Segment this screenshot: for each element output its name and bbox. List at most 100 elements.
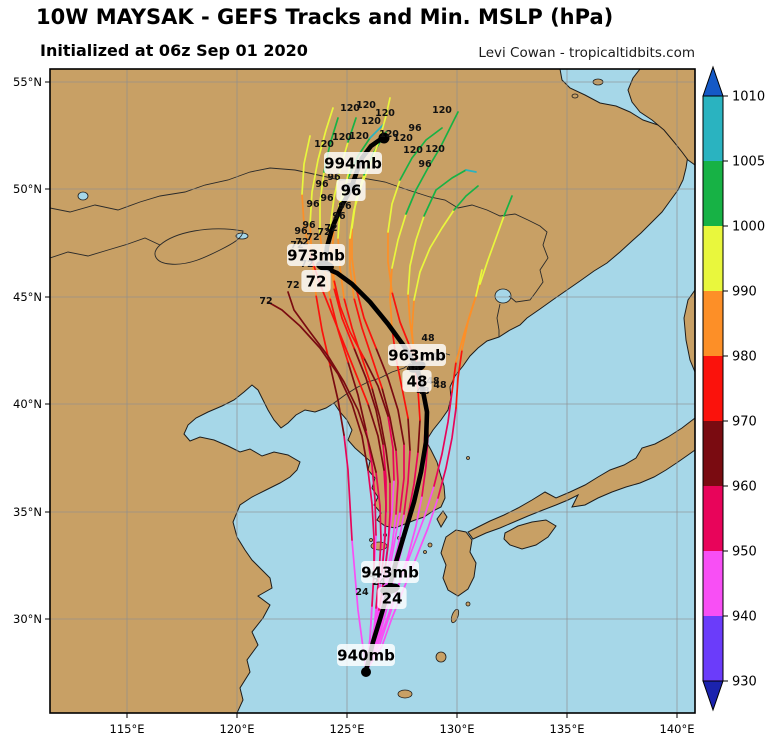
forecast-hour-label: 72: [295, 237, 308, 248]
forecast-hour-label: 24: [355, 587, 369, 598]
graticule-layer: [50, 69, 695, 713]
lake: [77, 191, 89, 201]
label-box: [301, 270, 331, 292]
colorbar-tick-label: 970: [732, 415, 757, 430]
ensemble-member-track: [423, 169, 467, 217]
ensemble-member-track: [381, 469, 387, 573]
forecast-hour-label: 120: [349, 131, 369, 142]
forecast-hour-label: 96: [408, 123, 422, 134]
ensemble-member-track: [453, 185, 479, 211]
ensemble-member-track: [351, 227, 357, 289]
ensemble-member-track: [465, 169, 477, 173]
ensemble-member-track: [407, 451, 419, 517]
ensemble-member-track: [355, 287, 377, 349]
ensemble-member-track: [287, 291, 377, 473]
forecast-hour-label: 48: [433, 380, 447, 391]
colorbar-segment: [703, 616, 723, 681]
forecast-hour-label: 72: [317, 227, 330, 238]
lake: [235, 232, 249, 240]
mslp-label: 24: [382, 589, 403, 607]
colorbar-tick-label: 1000: [732, 220, 765, 235]
ensemble-member-track: [451, 361, 457, 393]
island: [465, 601, 471, 607]
island: [466, 456, 470, 460]
x-tick-label: 135°E: [550, 722, 585, 736]
land-layer: [50, 69, 695, 713]
forecast-hour-label: 120: [332, 132, 352, 143]
forecast-hour-label: 72: [306, 232, 319, 243]
landmass-coastline: [627, 69, 695, 166]
forecast-hour-label: 120: [425, 144, 445, 155]
ensemble-member-track: [375, 347, 405, 445]
ensemble-member-track: [437, 407, 457, 499]
ensemble-member-track: [475, 269, 483, 297]
forecast-hour-label: 120: [403, 145, 423, 156]
ensemble-member-track: [407, 417, 411, 451]
forecast-hour-label: 72: [259, 296, 272, 307]
ensemble-member-track: [455, 349, 463, 409]
y-tick-label: 50°N: [13, 182, 42, 196]
forecast-hour-label: 96: [327, 172, 341, 183]
tracks-layer: [267, 97, 513, 677]
forecast-hour-label: 120: [361, 116, 381, 127]
ensemble-member-track: [333, 287, 355, 349]
ensemble-member-track: [329, 364, 345, 436]
colorbar-tick-label: 930: [732, 675, 757, 690]
ensemble-member-track: [363, 357, 389, 417]
ensemble-member-track: [371, 387, 391, 483]
forecast-hour-label: 96: [338, 201, 352, 212]
ensemble-member-track: [315, 294, 331, 366]
mslp-label: 96: [341, 181, 362, 199]
ensemble-member-track: [403, 449, 411, 515]
forecast-hour-label: 120: [393, 133, 413, 144]
country-border: [50, 167, 549, 303]
island: [571, 93, 579, 99]
country-border: [50, 237, 161, 259]
colorbar-tick-label: 1005: [732, 155, 765, 170]
ensemble-member-track: [391, 213, 407, 269]
forecast-hour-label: 72: [324, 223, 337, 234]
colorbar-segment: [703, 96, 723, 161]
mslp-label: 973mb: [287, 246, 345, 264]
ensemble-member-track: [353, 297, 383, 389]
ensemble-member-track: [367, 469, 375, 607]
label-box: [337, 644, 395, 666]
landmass-coastline: [683, 289, 695, 373]
ensemble-member-track: [479, 215, 505, 285]
lake: [494, 288, 512, 304]
island: [427, 542, 433, 548]
ensemble-member-track: [347, 117, 357, 143]
end-position-dot: [378, 132, 390, 144]
colorbar-segment: [703, 486, 723, 551]
country-border: [496, 303, 501, 337]
x-tick-label: 120°E: [220, 722, 255, 736]
forecast-hour-label: 120: [432, 105, 452, 116]
forecast-hour-label: 120: [379, 129, 399, 140]
ensemble-member-track: [343, 434, 353, 541]
ensemble-member-track: [349, 237, 355, 299]
colorbar-tick-label: 990: [732, 285, 757, 300]
colorbar-segment: [703, 226, 723, 291]
mslp-label: 963mb: [388, 346, 446, 364]
label-box: [336, 179, 366, 201]
ensemble-member-track: [391, 291, 413, 353]
landmass-coastline: [440, 529, 477, 597]
ensemble-member-track: [413, 209, 455, 301]
label-box: [388, 344, 446, 366]
colorbar-tick-label: 940: [732, 610, 757, 625]
ensemble-member-track: [309, 107, 334, 226]
forecast-hour-label: 96: [418, 159, 432, 170]
ensemble-member-track: [387, 415, 395, 481]
colorbar-tick-label: 960: [732, 480, 757, 495]
forecast-hour-label: 96: [294, 226, 308, 237]
mslp-label: 940mb: [337, 646, 395, 664]
forecast-hour-label: 96: [320, 193, 334, 204]
colorbar-segment: [703, 291, 723, 356]
forecast-hour-label: 120: [340, 103, 360, 114]
x-tick-label: 125°E: [330, 722, 365, 736]
colorbar-outline: [702, 95, 724, 682]
ensemble-member-track: [395, 449, 399, 515]
ensemble-member-track: [369, 123, 385, 139]
colorbar-segment: [703, 161, 723, 226]
ensemble-member-track: [399, 443, 405, 513]
